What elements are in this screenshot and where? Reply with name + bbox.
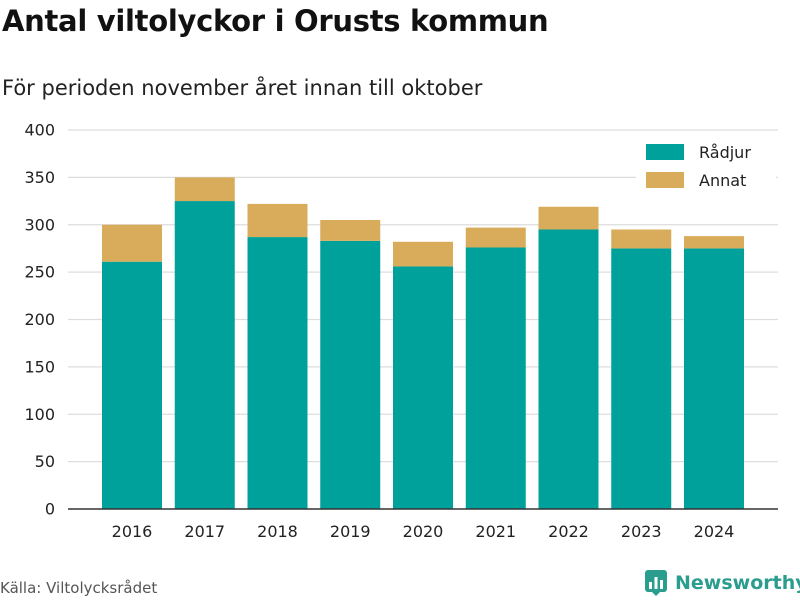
legend-label-radjur: Rådjur	[699, 143, 751, 162]
bar-annat-2018	[247, 203, 308, 238]
bars	[102, 177, 744, 510]
bar-radjur-2019	[320, 240, 381, 510]
legend-label-annat: Annat	[699, 171, 746, 190]
x-tick-label: 2021	[475, 522, 516, 541]
brand-name: Newsworthy	[675, 572, 800, 594]
y-tick-label: 0	[45, 500, 55, 519]
bar-annat-2019	[320, 220, 381, 241]
bar-annat-2020	[393, 241, 453, 267]
bar-radjur-2020	[393, 266, 453, 509]
y-tick-label: 50	[35, 452, 55, 471]
bar-radjur-2016	[102, 261, 162, 509]
bar-radjur-2018	[247, 237, 308, 509]
x-tick-label: 2020	[403, 522, 444, 541]
bar-annat-2024	[684, 236, 744, 249]
bar-annat-2022	[538, 206, 599, 230]
bar-radjur-2023	[611, 248, 672, 509]
brand-logo[interactable]: Newsworthy	[645, 570, 800, 596]
x-tick-label: 2022	[548, 522, 589, 541]
legend: Rådjur Annat	[636, 136, 776, 200]
y-tick-label: 350	[24, 168, 55, 187]
bar-annat-2021	[465, 227, 526, 248]
bar-annat-2017	[174, 177, 235, 202]
legend-swatch-annat	[646, 172, 684, 188]
source-note: Källa: Viltolycksrådet	[0, 579, 158, 597]
x-tick-label: 2018	[257, 522, 298, 541]
chart-title: Antal viltolyckor i Orusts kommun	[2, 4, 549, 38]
chart-subtitle: För perioden november året innan till ok…	[2, 76, 483, 100]
legend-swatch-radjur	[646, 144, 684, 160]
y-tick-label: 300	[24, 215, 55, 234]
y-axis-ticks: 0 50 100 150 200 250 300 350 400	[24, 121, 55, 519]
x-tick-label: 2024	[694, 522, 735, 541]
bar-radjur-2017	[174, 201, 235, 509]
x-tick-label: 2019	[330, 522, 371, 541]
bar-radjur-2021	[465, 247, 526, 510]
y-tick-label: 150	[24, 357, 55, 376]
y-tick-label: 250	[24, 263, 55, 282]
bar-annat-2023	[611, 229, 672, 249]
x-tick-label: 2016	[112, 522, 153, 541]
x-tick-label: 2017	[184, 522, 225, 541]
bar-radjur-2024	[684, 248, 744, 509]
bar-radjur-2022	[538, 229, 599, 510]
newsworthy-logo-icon	[645, 570, 667, 596]
x-tick-label: 2023	[621, 522, 662, 541]
y-tick-label: 100	[24, 405, 55, 424]
y-tick-label: 200	[24, 310, 55, 329]
bar-annat-2016	[102, 224, 162, 262]
y-tick-label: 400	[24, 121, 55, 140]
x-axis-ticks: 2016 2017 2018 2019 2020 2021 2022 2023 2024	[112, 522, 735, 541]
